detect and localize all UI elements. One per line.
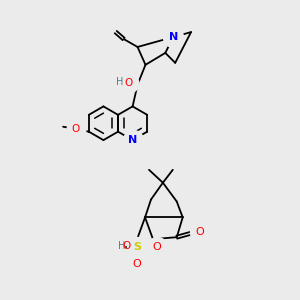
Text: N: N [169, 32, 178, 42]
Text: O: O [122, 241, 130, 251]
Text: O: O [72, 124, 80, 134]
Text: O: O [133, 259, 142, 269]
Text: S: S [133, 242, 141, 252]
Text: N: N [128, 135, 137, 145]
Text: O: O [195, 227, 204, 237]
Text: O: O [153, 242, 161, 252]
Text: H: H [116, 76, 123, 87]
Text: O: O [124, 78, 133, 88]
Text: H: H [118, 241, 125, 251]
